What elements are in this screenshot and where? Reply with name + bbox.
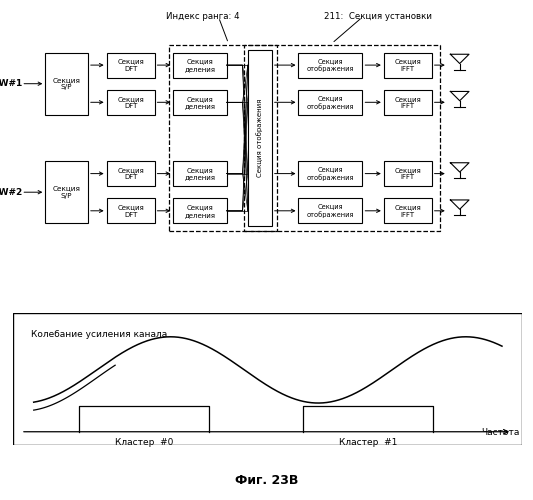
Bar: [248, 50, 272, 226]
Text: Секция
IFFT: Секция IFFT: [394, 167, 421, 180]
Text: Секция
S/P: Секция S/P: [53, 77, 80, 90]
Text: Секция
отображения: Секция отображения: [306, 166, 354, 181]
Bar: [173, 52, 227, 78]
Bar: [384, 198, 432, 223]
Text: Секция
деления: Секция деления: [184, 58, 215, 72]
Text: Секция
DFT: Секция DFT: [117, 204, 144, 218]
Text: Секция
деления: Секция деления: [184, 204, 215, 218]
Text: Секция отображения: Секция отображения: [256, 99, 263, 177]
Bar: [107, 161, 155, 186]
Text: Кластер  #0: Кластер #0: [116, 438, 174, 448]
Text: Секция
IFFT: Секция IFFT: [394, 204, 421, 218]
Text: CW#1: CW#1: [0, 79, 23, 88]
Text: Частота: Частота: [481, 428, 520, 437]
Bar: [244, 45, 440, 231]
Bar: [298, 198, 362, 223]
Bar: [173, 161, 227, 186]
Text: CW#2: CW#2: [0, 188, 23, 196]
Text: Секция
S/P: Секция S/P: [53, 186, 80, 199]
Text: Фиг. 23В: Фиг. 23В: [235, 474, 298, 488]
Bar: [173, 198, 227, 223]
Bar: [173, 90, 227, 114]
Bar: [298, 52, 362, 78]
Bar: [384, 90, 432, 114]
Bar: [384, 52, 432, 78]
Text: Колебание усиления канала: Колебание усиления канала: [31, 330, 167, 339]
Text: Секция
деления: Секция деления: [184, 96, 215, 109]
Text: Секция
DFT: Секция DFT: [117, 96, 144, 109]
Text: Секция
IFFT: Секция IFFT: [394, 96, 421, 109]
Text: Секция
DFT: Секция DFT: [117, 167, 144, 180]
Bar: [107, 52, 155, 78]
Bar: [45, 161, 88, 223]
Text: Секция
отображения: Секция отображения: [306, 204, 354, 218]
Text: Секция
DFT: Секция DFT: [117, 58, 144, 72]
Bar: [298, 90, 362, 114]
Bar: [298, 161, 362, 186]
Bar: [107, 90, 155, 114]
Bar: [384, 161, 432, 186]
Bar: [45, 52, 88, 114]
Text: 211:  Секция установки: 211: Секция установки: [325, 12, 432, 22]
Text: Секция
отображения: Секция отображения: [306, 95, 354, 110]
Text: Кластер  #1: Кластер #1: [340, 438, 398, 448]
Bar: [107, 198, 155, 223]
Bar: [169, 45, 277, 231]
Text: Секция
отображения: Секция отображения: [306, 58, 354, 72]
Text: Секция
деления: Секция деления: [184, 167, 215, 180]
Text: Секция
IFFT: Секция IFFT: [394, 58, 421, 72]
Text: Индекс ранга: 4: Индекс ранга: 4: [166, 12, 239, 22]
